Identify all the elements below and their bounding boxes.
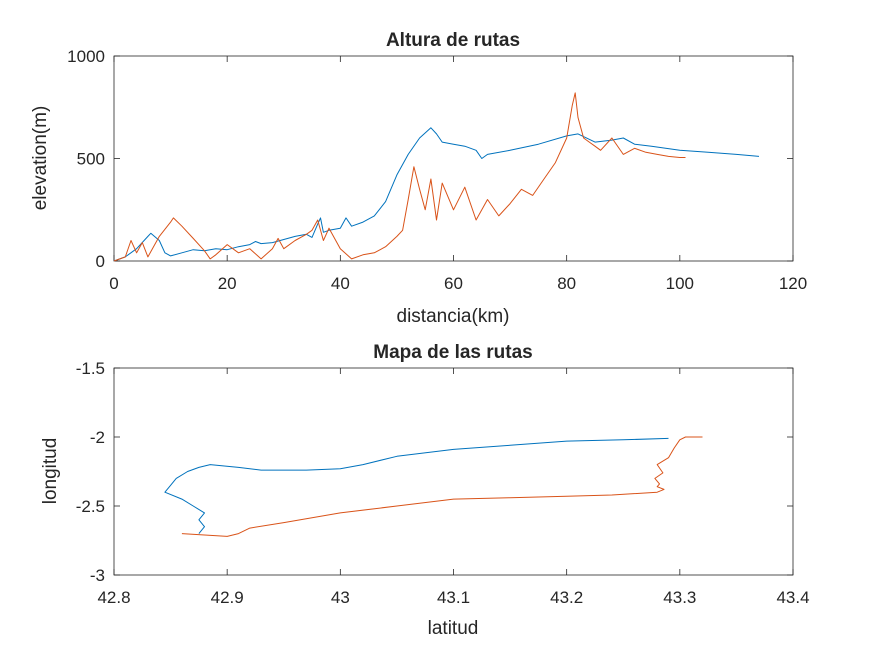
x-tick-label: 42.8	[97, 588, 130, 607]
x-tick-label: 43.4	[776, 588, 809, 607]
series-line-1	[164, 437, 669, 534]
series-line-1	[113, 127, 760, 262]
route-map-title: Mapa de las rutas	[373, 342, 532, 363]
elevation-y-label: elevation(m)	[30, 106, 51, 211]
route-map-series	[164, 436, 703, 537]
x-tick-label: 43.1	[437, 588, 470, 607]
x-tick-label: 20	[218, 274, 237, 293]
x-tick-label: 60	[444, 274, 463, 293]
route-map-plot-area	[113, 367, 794, 576]
x-tick-label: 43.2	[550, 588, 583, 607]
elevation-chart-title: Altura de rutas	[386, 30, 520, 51]
elevation-series	[113, 92, 760, 262]
x-tick-label: 42.9	[211, 588, 244, 607]
route-map-ticks: 42.8 42.9 43 43.1 43.2 43.3 43.4 -1.5 -2 -2.5 -3	[76, 359, 810, 607]
elevation-plot-area	[113, 55, 794, 262]
route-map-x-label: latitud	[428, 618, 479, 639]
y-tick-label: -1.5	[76, 359, 105, 378]
y-tick-label: 500	[77, 150, 105, 169]
route-map-chart: Mapa de las rutas 42.8 42.9 43 43.1 43.2 43.3…	[40, 342, 810, 639]
x-tick-label: 100	[666, 274, 694, 293]
y-tick-label: 1000	[67, 47, 105, 66]
y-tick-label: -3	[90, 566, 105, 585]
series-line-2	[181, 436, 703, 537]
x-tick-label: 43	[331, 588, 350, 607]
x-tick-label: 43.3	[663, 588, 696, 607]
x-tick-label: 80	[557, 274, 576, 293]
elevation-chart: Altura de rutas 0 20 40 60 80 100 12005001000 …	[30, 30, 807, 327]
x-tick-label: 0	[109, 274, 118, 293]
route-map-y-label: longitud	[40, 438, 61, 505]
elevation-ticks: 0 20 40 60 80 100 120 0 500 1000	[67, 47, 807, 293]
x-tick-label: 40	[331, 274, 350, 293]
elevation-x-label: distancia(km)	[397, 306, 510, 327]
y-tick-label: -2.5	[76, 497, 105, 516]
y-tick-label: 0	[96, 252, 105, 271]
series-line-2	[113, 92, 686, 262]
x-tick-label: 120	[779, 274, 807, 293]
y-tick-label: -2	[90, 428, 105, 447]
